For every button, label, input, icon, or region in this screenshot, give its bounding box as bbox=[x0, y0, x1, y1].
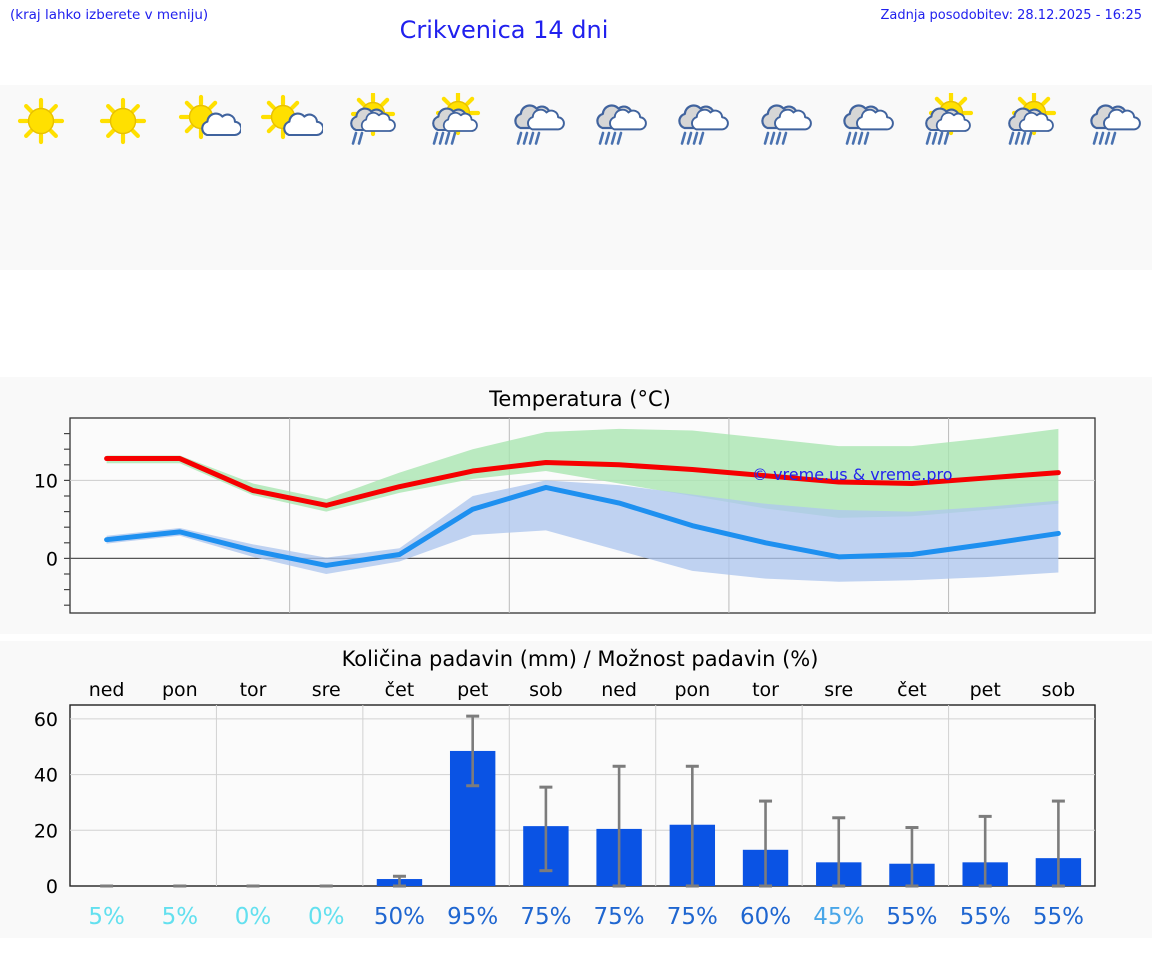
day-column[interactable] bbox=[0, 85, 82, 270]
svg-text:0: 0 bbox=[46, 548, 58, 570]
precip-probability: 45% bbox=[813, 904, 864, 930]
precip-probability: 0% bbox=[235, 904, 272, 930]
day-column[interactable] bbox=[411, 85, 493, 270]
precip-probability: 75% bbox=[520, 904, 571, 930]
day-column[interactable] bbox=[494, 85, 576, 270]
precip-probability: 60% bbox=[740, 904, 791, 930]
svg-text:pet: pet bbox=[457, 679, 488, 701]
sun-icon bbox=[88, 93, 158, 151]
page-header: (kraj lahko izberete v meniju) Crikvenic… bbox=[0, 0, 1152, 62]
day-column[interactable] bbox=[247, 85, 329, 270]
cloud-rain-icon bbox=[664, 93, 734, 151]
precip-probability: 75% bbox=[667, 904, 718, 930]
precipitation-chart-title: Količina padavin (mm) / Možnost padavin … bbox=[341, 647, 819, 671]
sun-icon bbox=[6, 93, 76, 151]
temperature-chart-panel: Temperatura (°C) 0 10 © vreme.us & vreme.… bbox=[0, 377, 1152, 634]
temperature-chart-svg: 0 10 bbox=[34, 417, 1096, 614]
menu-hint-text: (kraj lahko izberete v meniju) bbox=[10, 7, 209, 23]
precip-probability: 55% bbox=[960, 904, 1011, 930]
svg-text:pon: pon bbox=[674, 679, 710, 701]
svg-text:40: 40 bbox=[34, 765, 58, 787]
svg-text:tor: tor bbox=[752, 679, 779, 701]
day-column[interactable] bbox=[576, 85, 658, 270]
svg-text:sob: sob bbox=[1042, 679, 1076, 701]
day-column[interactable] bbox=[658, 85, 740, 270]
precipitation-chart-panel: Količina padavin (mm) / Možnost padavin … bbox=[0, 641, 1152, 938]
day-column[interactable] bbox=[82, 85, 164, 270]
precip-probability: 5% bbox=[162, 904, 199, 930]
svg-text:ned: ned bbox=[601, 679, 637, 701]
cloud-rain-icon bbox=[747, 93, 817, 151]
temperature-chart-title: Temperatura (°C) bbox=[489, 387, 671, 411]
sun-cloud-rain-icon bbox=[418, 93, 488, 151]
svg-text:čet: čet bbox=[385, 679, 415, 701]
svg-text:tor: tor bbox=[240, 679, 267, 701]
svg-text:sre: sre bbox=[312, 679, 341, 701]
sun-cloud-icon bbox=[253, 93, 323, 151]
day-column[interactable] bbox=[165, 85, 247, 270]
precip-probability: 95% bbox=[447, 904, 498, 930]
day-column[interactable] bbox=[329, 85, 411, 270]
sun-cloud-rain-icon bbox=[994, 93, 1064, 151]
day-column[interactable] bbox=[905, 85, 987, 270]
day-column[interactable] bbox=[1070, 85, 1152, 270]
precip-probability: 50% bbox=[374, 904, 425, 930]
precip-probability: 5% bbox=[88, 904, 125, 930]
precipitation-chart-svg: ned pon tor sre čet pet sob ned pon tor sre čet pet s… bbox=[34, 679, 1096, 930]
day-column[interactable] bbox=[987, 85, 1069, 270]
precip-probability: 55% bbox=[1033, 904, 1084, 930]
cloud-rain-icon bbox=[829, 93, 899, 151]
svg-text:pet: pet bbox=[970, 679, 1001, 701]
sun-cloud-rain-icon bbox=[911, 93, 981, 151]
day-column[interactable] bbox=[741, 85, 823, 270]
daily-forecast-strip bbox=[0, 85, 1152, 270]
svg-text:0: 0 bbox=[46, 876, 58, 898]
svg-text:pon: pon bbox=[162, 679, 198, 701]
cloud-rain-icon bbox=[500, 93, 570, 151]
svg-text:ned: ned bbox=[89, 679, 125, 701]
copyright-text: © vreme.us & vreme.pro bbox=[752, 465, 953, 484]
last-updated-text: Zadnja posodobitev: 28.12.2025 - 16:25 bbox=[880, 8, 1142, 23]
day-column[interactable] bbox=[823, 85, 905, 270]
svg-text:60: 60 bbox=[34, 709, 58, 731]
precip-probability: 55% bbox=[886, 904, 937, 930]
precip-probability: 0% bbox=[308, 904, 345, 930]
sun-cloud-icon bbox=[171, 93, 241, 151]
page-title: Crikvenica 14 dni bbox=[399, 16, 609, 44]
precip-probability: 75% bbox=[594, 904, 645, 930]
cloud-rain-icon bbox=[582, 93, 652, 151]
svg-text:10: 10 bbox=[34, 470, 58, 492]
svg-text:20: 20 bbox=[34, 820, 58, 842]
svg-text:čet: čet bbox=[897, 679, 927, 701]
cloud-rain-icon bbox=[1076, 93, 1146, 151]
sun-cloud-rain-light-icon bbox=[335, 93, 405, 151]
svg-text:sre: sre bbox=[824, 679, 853, 701]
svg-text:sob: sob bbox=[529, 679, 563, 701]
